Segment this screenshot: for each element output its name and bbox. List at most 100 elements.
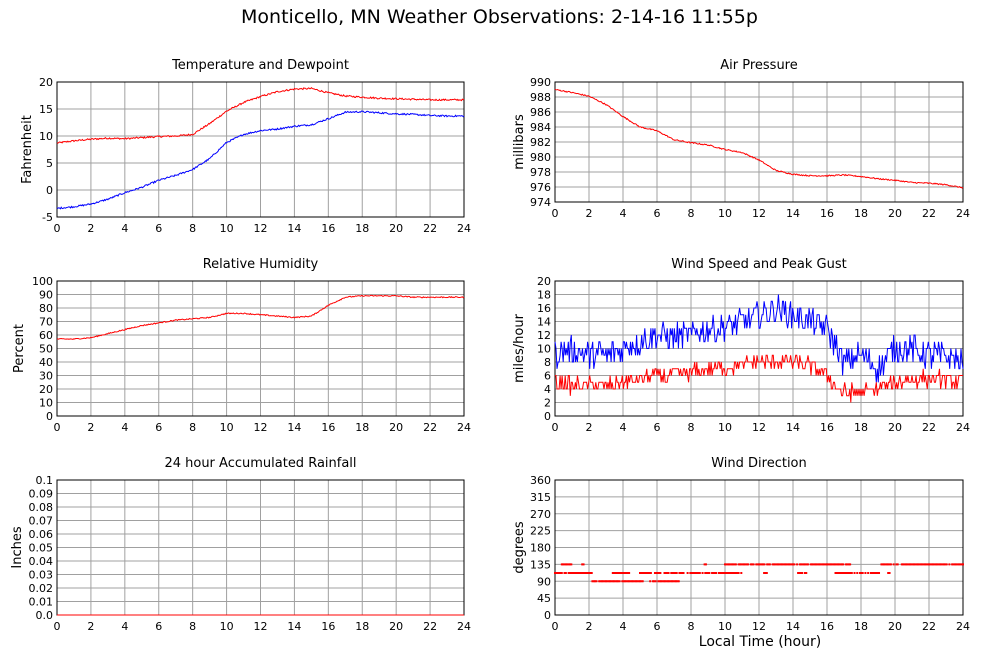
data-point [789, 563, 792, 566]
data-point [558, 572, 561, 574]
y-tick-label: 10 [39, 397, 53, 410]
data-point [566, 563, 569, 566]
data-point [690, 572, 693, 574]
y-tick-label: 0 [544, 609, 551, 622]
data-point [932, 563, 935, 566]
data-point [846, 563, 849, 566]
data-point [682, 572, 685, 574]
x-tick-label: 20 [888, 421, 902, 434]
data-point [793, 563, 796, 566]
data-point [848, 572, 851, 574]
x-tick-label: 20 [888, 207, 902, 220]
chart-title: Temperature and Dewpoint [171, 58, 349, 73]
x-tick-label: 2 [87, 421, 94, 434]
data-point [804, 563, 807, 566]
y-tick-label: 0 [46, 184, 53, 197]
data-point [918, 563, 921, 566]
data-point [567, 572, 570, 574]
data-point [624, 572, 627, 574]
data-point [887, 572, 890, 574]
data-point [805, 563, 808, 566]
data-point [732, 572, 735, 574]
chart-title: Air Pressure [720, 58, 798, 73]
data-point [871, 572, 874, 574]
data-point [841, 572, 844, 574]
data-point [713, 572, 716, 574]
x-tick-label: 0 [552, 421, 559, 434]
plot-frame [56, 81, 465, 218]
data-point [765, 572, 768, 574]
data-point [663, 572, 666, 574]
x-tick-label: 18 [854, 421, 868, 434]
x-tick-label: 18 [854, 207, 868, 220]
y-tick-label: 986 [530, 106, 551, 119]
data-point [847, 563, 850, 566]
data-point [606, 580, 609, 583]
data-point [904, 563, 907, 566]
data-point [582, 563, 585, 566]
data-point [785, 563, 788, 566]
x-tick-label: 4 [620, 421, 627, 434]
y-tick-label: 135 [530, 558, 551, 571]
y-tick-label: 20 [39, 383, 53, 396]
data-point [704, 572, 707, 574]
y-axis-label: degrees [512, 521, 527, 574]
x-tick-label: 14 [786, 207, 800, 220]
data-point [908, 563, 911, 566]
y-tick-label: 984 [530, 121, 551, 134]
data-point [802, 563, 805, 566]
y-tick-label: 12 [537, 329, 551, 342]
data-point [895, 563, 898, 566]
y-axis-label: Percent [12, 324, 27, 373]
data-point [792, 563, 794, 566]
data-point [660, 580, 663, 583]
data-point [922, 563, 925, 566]
x-tick-label: 4 [121, 421, 128, 434]
data-point [607, 580, 610, 583]
data-point [844, 572, 847, 574]
data-point [759, 563, 762, 566]
y-tick-label: 980 [530, 151, 551, 164]
data-point [763, 563, 766, 566]
data-point [724, 572, 726, 574]
data-point [767, 563, 770, 566]
data-point [726, 572, 729, 574]
data-point [839, 572, 842, 574]
x-tick-label: 10 [220, 620, 234, 633]
data-point [821, 563, 824, 566]
data-point [828, 563, 831, 566]
data-point [819, 563, 822, 566]
data-point [644, 572, 647, 574]
y-tick-label: 225 [530, 525, 551, 538]
data-point [725, 572, 728, 574]
data-point [910, 563, 913, 566]
data-point [673, 580, 676, 583]
data-point [919, 563, 922, 566]
data-point [732, 563, 735, 566]
x-tick-label: 6 [654, 207, 661, 220]
data-point [656, 572, 659, 574]
series-line [554, 294, 964, 383]
data-point [628, 572, 631, 574]
y-tick-label: 974 [530, 196, 551, 209]
y-tick-label: 0.03 [29, 569, 54, 582]
x-tick-label: 12 [254, 222, 268, 235]
data-point [578, 572, 581, 574]
x-tick-label: 2 [87, 620, 94, 633]
y-tick-label: 10 [537, 343, 551, 356]
data-point [615, 572, 618, 574]
data-point [809, 563, 812, 566]
data-point [876, 572, 879, 574]
data-point [900, 563, 903, 566]
data-point [911, 563, 914, 566]
data-point [632, 580, 635, 583]
data-point [626, 572, 629, 574]
data-point [649, 572, 652, 574]
y-tick-label: 0.05 [29, 542, 54, 555]
y-tick-label: 0 [46, 410, 53, 423]
data-point [915, 563, 918, 566]
data-point [766, 563, 769, 566]
data-point [959, 563, 962, 566]
y-tick-label: 2 [544, 397, 551, 410]
data-point [811, 563, 814, 566]
